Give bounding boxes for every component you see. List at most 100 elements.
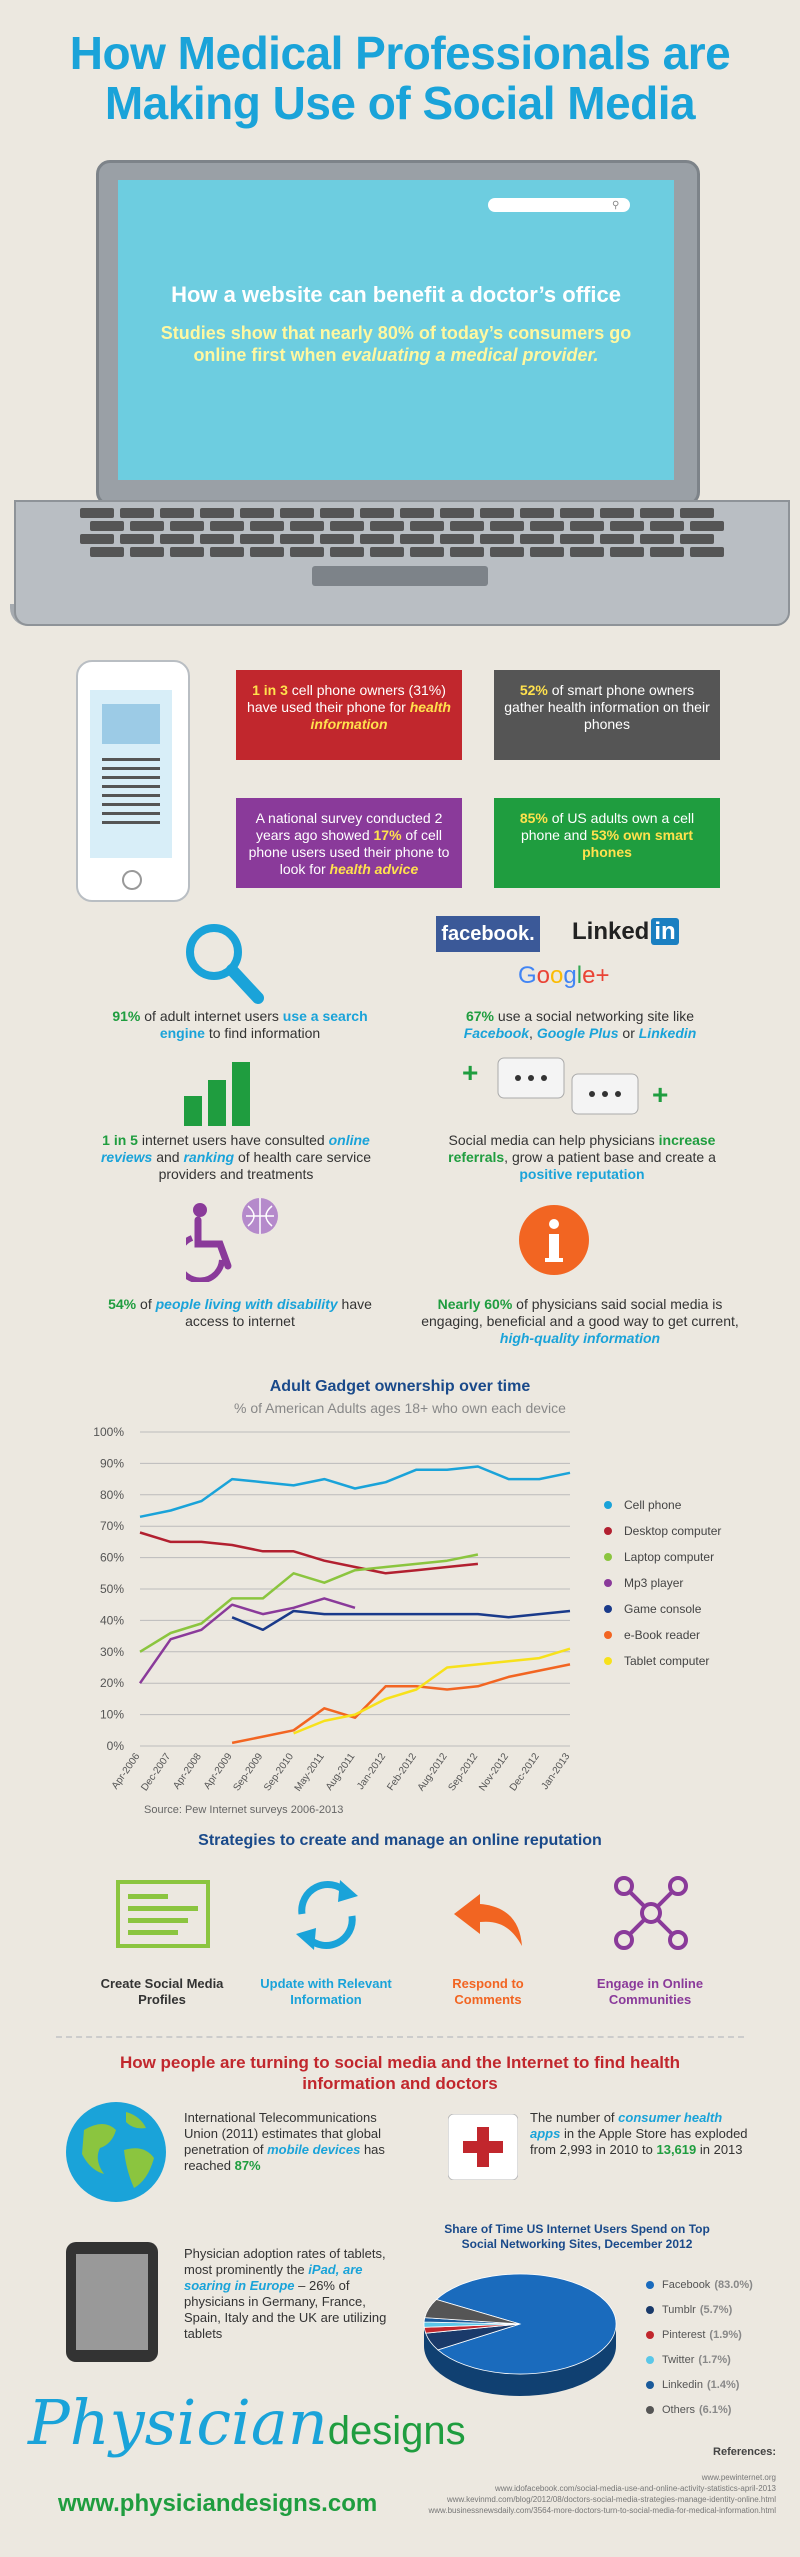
pie-legend: Facebook (83.0%) Tumblr (5.7%) Pinterest (1.9… [646,2272,753,2422]
keyboard-key [290,547,324,557]
website-url[interactable]: www.physiciandesigns.com [58,2490,378,2517]
google-plus-letter: o [536,962,551,989]
legend-label: Desktop computer [624,1524,722,1538]
keyboard-key [80,508,114,518]
stat-search-engine: 91% of adult internet users use a search… [112,1008,368,1041]
legend-dot [604,1553,612,1561]
keyboard-key [80,534,114,544]
series-line [139,1553,479,1653]
profile-icon [116,1880,210,1948]
x-tick-label: Jan-2012 [355,1751,388,1792]
keyboard-key [560,534,594,544]
keyboard-key [520,534,554,544]
legend-dot [604,1501,612,1509]
keyboard-key [600,508,634,518]
chart-legend: Cell phone Desktop computer Laptop compute… [604,1492,721,1674]
keyboard-key [440,508,474,518]
keyboard-key [450,521,484,531]
legend-dot [646,2355,654,2364]
pie-slice [435,2273,617,2375]
y-tick-label: 10% [100,1708,124,1722]
keyboard-key [160,508,194,518]
globe-icon [66,2102,166,2202]
reference-item[interactable]: www.businessnewsdaily.com/3564-more-doct… [428,2506,776,2515]
legend-dot [604,1657,612,1665]
legend-dot [604,1579,612,1587]
pie-legend-value: (1.9%) [709,2328,742,2341]
series-line [138,1597,356,1684]
pie-title: Share of Time US Internet Users Spend on… [444,2222,710,2251]
laptop-screen [118,180,674,480]
health-apps-text: The number of consumer health apps in th… [530,2110,748,2157]
keyboard-key [480,508,514,518]
y-tick-label: 50% [100,1582,124,1596]
legend-dot [646,2305,654,2314]
keyboard-key [210,547,244,557]
x-tick-label: Dec-2007 [139,1751,173,1793]
phone-home-button [122,870,142,890]
turning-title: How people are turning to social media a… [119,2053,681,2093]
series-line [293,1647,571,1735]
legend-item: Game console [604,1596,721,1622]
x-tick-label: Jan-2013 [540,1751,573,1792]
laptop-heading: How a website can benefit a doctor’s off… [171,282,621,307]
google-plus-letter: l [576,962,583,989]
legend-item: Laptop computer [604,1544,721,1570]
pie-legend-label: Facebook [662,2278,711,2291]
keyboard-key [490,547,524,557]
legend-label: Laptop computer [624,1550,715,1564]
keyboard-key [170,547,204,557]
y-tick-label: 40% [100,1613,124,1627]
keyboard-key [400,534,434,544]
pie-legend-label: Twitter [662,2353,695,2366]
pie-legend-value: (6.1%) [699,2403,732,2416]
x-tick-label: Nov-2012 [477,1751,511,1793]
keyboard-key [90,547,124,557]
keyboard-key [560,508,594,518]
keyboard-key [240,534,274,544]
keyboard-key [360,508,394,518]
keyboard-key [120,508,154,518]
pie-legend-item: Linkedin (1.4%) [646,2372,753,2397]
speech-bubbles-icon: + + [462,1057,668,1115]
tablet-adoption-text: Physician adoption rates of tablets, mos… [184,2246,387,2341]
pie-legend-label: Linkedin [662,2378,703,2391]
pie-legend-item: Tumblr (5.7%) [646,2297,753,2322]
google-plus-logo: Google+ [518,962,609,990]
reference-item[interactable]: www.kevinmd.com/blog/2012/08/doctors-soc… [446,2495,776,2504]
svg-text:+: + [652,1079,668,1110]
section-divider [56,2036,744,2038]
keyboard-key [130,547,164,557]
keyboard-key [320,534,354,544]
legend-item: Desktop computer [604,1518,721,1544]
series-line [139,1465,571,1519]
google-plus-letter: + [595,962,610,989]
stat-physicians-social: Nearly 60% of physicians said social med… [421,1296,739,1346]
y-tick-label: 20% [100,1676,124,1690]
pie-legend-item: Pinterest (1.9%) [646,2322,753,2347]
x-tick-label: Dec-2012 [508,1751,542,1793]
keyboard-key [690,521,724,531]
x-tick-label: Feb-2012 [385,1751,419,1793]
keyboard-key [480,534,514,544]
x-tick-label: Sep-2012 [446,1751,480,1793]
x-tick-label: Apr-2008 [171,1751,204,1791]
google-plus-letter: G [518,962,537,989]
legend-dot [604,1631,612,1639]
reply-arrow-icon [454,1894,522,1946]
keyboard-key [570,521,604,531]
info-icon [519,1205,589,1275]
stat-box-cell-ownership: 85% of US adults own a cell phone and 53… [494,798,720,888]
x-tick-label: Aug-2011 [324,1751,358,1793]
stat-social-sites: 67% use a social networking site like Fa… [463,1008,697,1041]
pie-legend-label: Tumblr [662,2303,696,2316]
reference-item[interactable]: www.pewinternet.org [701,2473,776,2482]
keyboard-key [330,547,364,557]
keyboard-key [210,521,244,531]
pie-legend-value: (1.4%) [706,2378,740,2391]
reference-item[interactable]: www.idofacebook.com/social-media-use-and… [494,2484,776,2493]
keyboard-key [650,547,684,557]
y-tick-label: 70% [100,1519,124,1533]
keyboard-key [610,521,644,531]
pie-legend-item: Facebook (83.0%) [646,2272,753,2297]
